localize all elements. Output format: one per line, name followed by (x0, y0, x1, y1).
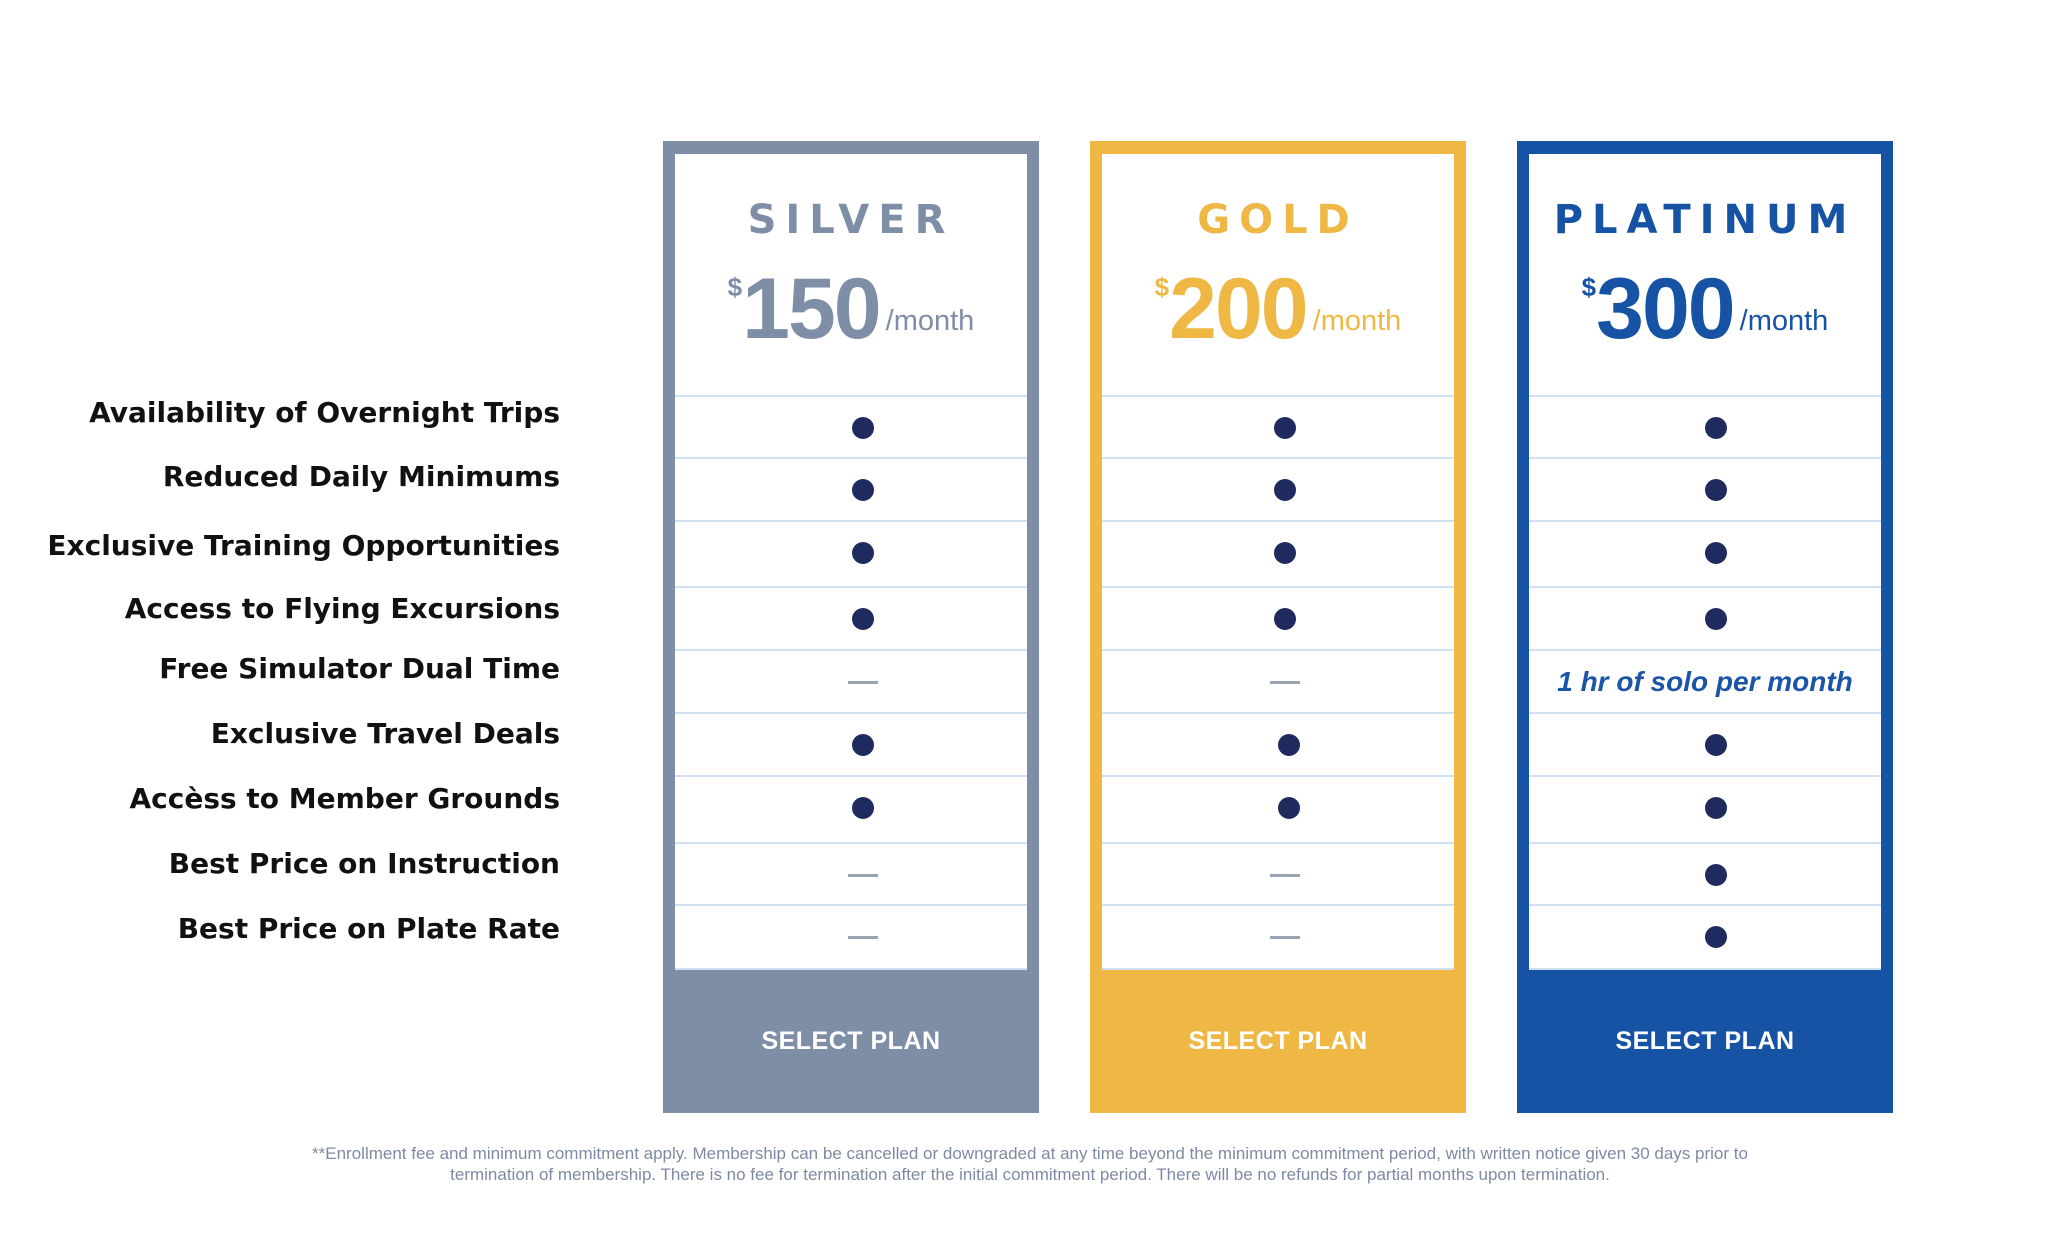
included-dot-icon (852, 479, 874, 501)
feature-row (675, 520, 1027, 584)
feature-row (1102, 457, 1454, 521)
included-dot-icon (1705, 417, 1727, 439)
feature-row (1529, 775, 1881, 839)
included-dot-icon (1278, 734, 1300, 756)
feature-row (675, 457, 1027, 521)
included-dot-icon (1274, 417, 1296, 439)
select-plan-button-silver[interactable]: SELECT PLAN (663, 970, 1039, 1113)
plan-card-gold: GOLD $200/month SELECT PLAN (1090, 141, 1466, 1113)
included-dot-icon (852, 608, 874, 630)
not-included-dash-icon (848, 936, 878, 939)
price-period: /month (885, 305, 975, 337)
feature-label: Exclusive Training Opportunities (47, 529, 560, 562)
price-amount: 200 (1169, 261, 1308, 357)
feature-labels: Availability of Overnight Trips Reduced … (0, 0, 560, 1257)
price-period: /month (1312, 305, 1402, 337)
feature-label: Exclusive Travel Deals (210, 717, 560, 750)
feature-label: Best Price on Instruction (168, 847, 560, 880)
select-plan-button-gold[interactable]: SELECT PLAN (1090, 970, 1466, 1113)
included-dot-icon (1705, 797, 1727, 819)
plan-card-body: SILVER $150/month (675, 154, 1027, 970)
plan-name: GOLD (1197, 197, 1359, 243)
plan-card-body: PLATINUM $300/month 1 hr of solo per mon… (1529, 154, 1881, 970)
feature-row (1102, 842, 1454, 906)
plan-name: PLATINUM (1553, 197, 1857, 243)
plan-price: $300/month (1529, 266, 1881, 352)
price-period: /month (1739, 305, 1829, 337)
included-dot-icon (852, 417, 874, 439)
feature-row (1102, 775, 1454, 839)
plan-card-platinum: PLATINUM $300/month 1 hr of solo per mon… (1517, 141, 1893, 1113)
price-currency: $ (727, 272, 743, 302)
not-included-dash-icon (1270, 681, 1300, 684)
not-included-dash-icon (848, 874, 878, 877)
feature-row (1102, 395, 1454, 459)
included-dot-icon (1705, 608, 1727, 630)
feature-row (675, 842, 1027, 906)
plan-card-silver: SILVER $150/month SELECT PLAN (663, 141, 1039, 1113)
not-included-dash-icon (1270, 874, 1300, 877)
plan-price: $150/month (675, 266, 1027, 352)
price-amount: 150 (742, 261, 881, 357)
plan-card-body: GOLD $200/month (1102, 154, 1454, 970)
included-dot-icon (1705, 864, 1727, 886)
feature-label: Accèss to Member Grounds (129, 782, 560, 815)
feature-label: Reduced Daily Minimums (162, 460, 560, 493)
footnote: **Enrollment fee and minimum commitment … (0, 1143, 2060, 1185)
feature-row (675, 712, 1027, 776)
price-currency: $ (1154, 272, 1170, 302)
feature-row: 1 hr of solo per month (1529, 649, 1881, 713)
footnote-line: termination of membership. There is no f… (450, 1165, 1610, 1184)
feature-label: Access to Flying Excursions (124, 592, 560, 625)
included-dot-icon (1278, 797, 1300, 819)
feature-row (675, 586, 1027, 650)
feature-row (675, 649, 1027, 713)
included-dot-icon (1274, 542, 1296, 564)
feature-row (1529, 842, 1881, 906)
footnote-line: **Enrollment fee and minimum commitment … (312, 1144, 1748, 1163)
feature-row (1102, 649, 1454, 713)
select-plan-button-platinum[interactable]: SELECT PLAN (1517, 970, 1893, 1113)
plan-name: SILVER (747, 197, 955, 243)
feature-row (675, 904, 1027, 970)
included-dot-icon (1705, 479, 1727, 501)
feature-row (675, 775, 1027, 839)
feature-label: Availability of Overnight Trips (89, 396, 560, 429)
feature-label: Free Simulator Dual Time (159, 652, 560, 685)
included-dot-icon (852, 542, 874, 564)
included-dot-icon (1705, 734, 1727, 756)
feature-row (1529, 904, 1881, 970)
feature-row (1529, 586, 1881, 650)
feature-row (1529, 712, 1881, 776)
feature-row (1102, 904, 1454, 970)
price-amount: 300 (1596, 261, 1735, 357)
included-dot-icon (852, 797, 874, 819)
included-dot-icon (852, 734, 874, 756)
feature-row (1529, 520, 1881, 584)
feature-row (1102, 586, 1454, 650)
feature-row (675, 395, 1027, 459)
feature-row (1102, 520, 1454, 584)
included-dot-icon (1705, 926, 1727, 948)
included-dot-icon (1274, 479, 1296, 501)
feature-label: Best Price on Plate Rate (177, 912, 560, 945)
feature-row (1529, 395, 1881, 459)
feature-note: 1 hr of solo per month (1557, 666, 1853, 697)
feature-row (1102, 712, 1454, 776)
included-dot-icon (1705, 542, 1727, 564)
not-included-dash-icon (1270, 936, 1300, 939)
price-currency: $ (1581, 272, 1597, 302)
plan-price: $200/month (1102, 266, 1454, 352)
not-included-dash-icon (848, 681, 878, 684)
included-dot-icon (1274, 608, 1296, 630)
feature-row (1529, 457, 1881, 521)
